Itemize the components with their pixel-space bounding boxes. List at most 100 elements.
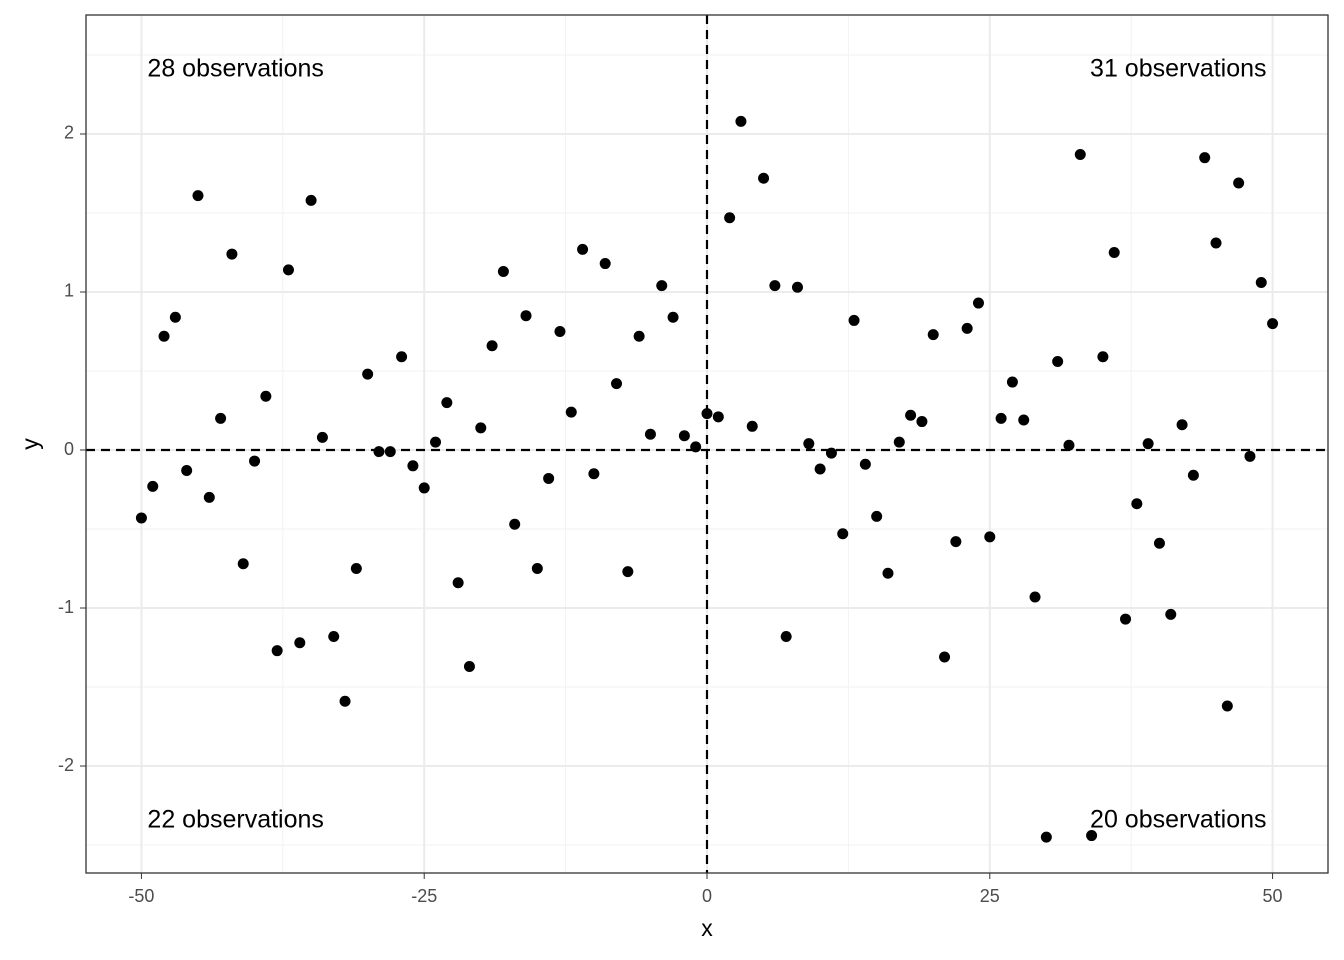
y-axis-title: y <box>17 438 43 450</box>
point <box>893 436 905 448</box>
point <box>475 422 487 434</box>
point <box>226 248 238 260</box>
point <box>271 645 283 657</box>
point <box>497 265 509 277</box>
x-tick-label: -50 <box>128 886 154 906</box>
point <box>599 258 611 270</box>
point <box>249 455 261 467</box>
annotation: 28 observations <box>147 55 324 83</box>
point <box>339 695 351 707</box>
point <box>1255 277 1267 289</box>
y-tick-label: 0 <box>64 439 74 459</box>
point <box>463 660 475 672</box>
point <box>328 630 340 642</box>
point <box>554 325 566 337</box>
point <box>1233 177 1245 189</box>
point <box>260 390 272 402</box>
point <box>1074 149 1086 161</box>
y-tick-label: 2 <box>64 123 74 143</box>
point <box>1086 830 1098 842</box>
point <box>509 518 521 530</box>
point <box>927 329 939 341</box>
point <box>543 472 555 484</box>
point <box>746 420 758 432</box>
point <box>1187 469 1199 481</box>
point <box>147 480 159 492</box>
point <box>667 311 679 323</box>
point <box>203 491 215 503</box>
y-tick-label: 1 <box>64 281 74 301</box>
point <box>735 115 747 127</box>
point <box>916 416 928 428</box>
point <box>984 531 996 543</box>
point <box>837 528 849 540</box>
point <box>1142 438 1154 450</box>
point <box>192 190 204 202</box>
point <box>972 297 984 309</box>
point <box>215 412 227 424</box>
point <box>622 566 634 578</box>
point <box>678 430 690 442</box>
point <box>1267 318 1279 330</box>
point <box>995 412 1007 424</box>
point <box>882 567 894 579</box>
point <box>780 630 792 642</box>
point <box>1153 537 1165 549</box>
point <box>384 446 396 458</box>
x-tick-label: -25 <box>411 886 437 906</box>
point <box>1040 831 1052 843</box>
point <box>1120 613 1132 625</box>
point <box>848 314 860 326</box>
point <box>158 330 170 342</box>
point <box>712 411 724 423</box>
point <box>135 512 147 524</box>
point <box>1176 419 1188 431</box>
point <box>871 510 883 522</box>
point <box>633 330 645 342</box>
point <box>1052 356 1064 368</box>
point <box>441 397 453 409</box>
point <box>1210 237 1222 249</box>
point <box>452 577 464 589</box>
point <box>644 428 656 440</box>
point <box>825 447 837 459</box>
point <box>486 340 498 352</box>
point <box>1199 152 1211 164</box>
point <box>520 310 532 322</box>
x-tick-label: 50 <box>1263 886 1283 906</box>
point <box>1018 414 1030 426</box>
point <box>1063 439 1075 451</box>
point <box>814 463 826 475</box>
y-tick-label: -1 <box>58 597 74 617</box>
point <box>588 468 600 480</box>
point <box>690 441 702 453</box>
point <box>950 536 962 548</box>
point <box>961 322 973 334</box>
point <box>1244 450 1256 462</box>
point <box>656 280 668 292</box>
plot-border <box>85 14 1329 874</box>
point <box>1029 591 1041 603</box>
point <box>316 431 328 443</box>
point <box>611 378 623 390</box>
point <box>577 243 589 255</box>
point <box>791 281 803 293</box>
point <box>531 563 543 575</box>
point <box>294 637 306 649</box>
point <box>181 465 193 477</box>
point <box>396 351 408 363</box>
point <box>939 651 951 663</box>
point <box>237 558 249 570</box>
point <box>169 311 181 323</box>
x-tick-label: 0 <box>702 886 712 906</box>
point <box>565 406 577 418</box>
point <box>373 446 385 458</box>
point <box>430 436 442 448</box>
point <box>362 368 374 380</box>
point <box>859 458 871 470</box>
y-tick-label: -2 <box>58 755 74 775</box>
point <box>769 280 781 292</box>
